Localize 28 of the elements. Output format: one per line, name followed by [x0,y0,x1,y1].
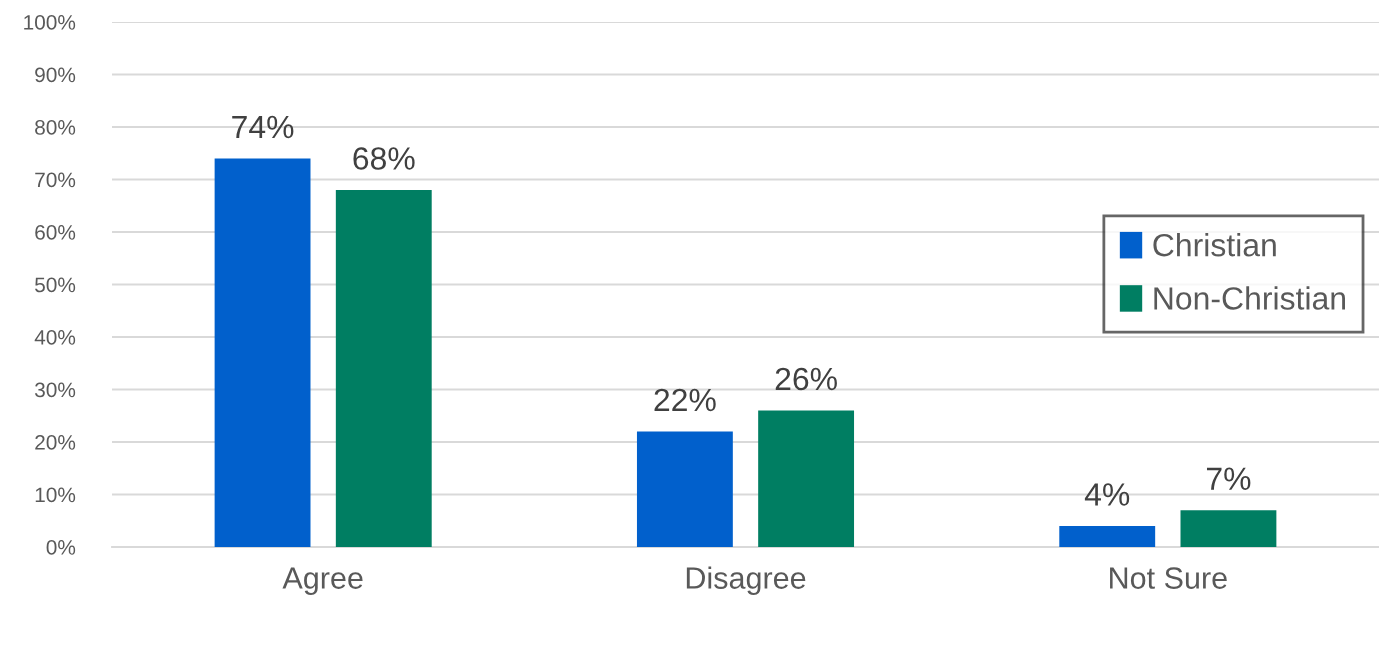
y-tick-label: 10% [35,487,76,503]
data-label: 4% [1084,483,1130,506]
bar [1059,526,1156,547]
y-tick-label: 100% [24,15,76,30]
y-tick-label: 40% [34,330,76,345]
legend-label: Christian [1153,233,1276,257]
y-tick-label: 20% [35,435,76,450]
y-tick-label: 90% [35,67,76,83]
y-tick-label: 60% [35,225,76,240]
x-tick-label: Agree [282,567,363,595]
bar [214,158,311,547]
data-label: 22% [654,388,716,412]
y-tick-label: 70% [35,172,76,188]
x-tick-label: Not Sure [1110,567,1227,589]
data-label: 7% [1206,467,1251,490]
y-tick-label: 80% [35,120,76,135]
x-tick-label: Disagree [686,566,806,595]
y-tick-label: 30% [34,382,76,398]
data-label: 68% [353,147,415,170]
legend-label: Non-Christian [1154,286,1345,310]
y-tick-label: 50% [35,277,76,293]
y-tick-label: 0% [46,540,76,555]
bar [636,431,733,547]
bar [1180,510,1277,547]
bar [758,410,855,547]
bar [335,190,432,547]
data-label: 74% [232,115,294,139]
data-label: 26% [775,367,837,391]
